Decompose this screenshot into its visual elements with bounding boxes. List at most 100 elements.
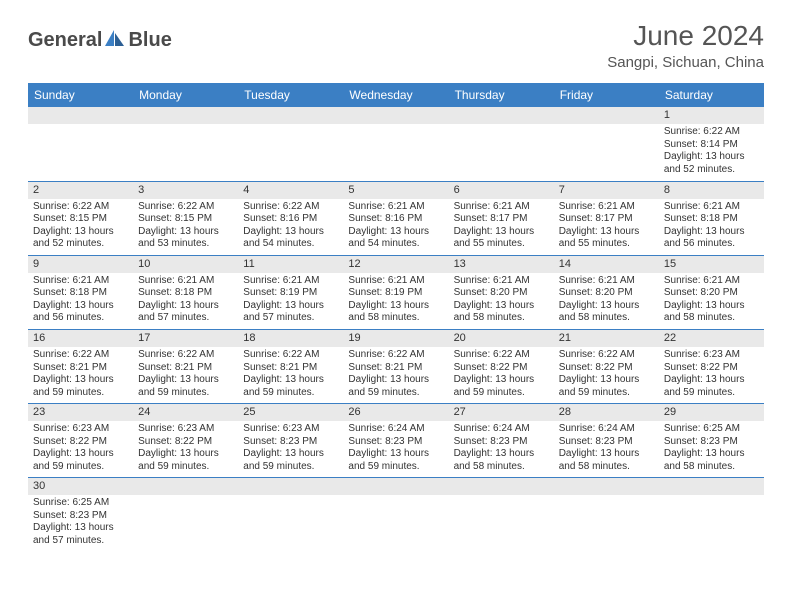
day-cell (238, 107, 343, 181)
sunset-text: Sunset: 8:23 PM (33, 510, 128, 523)
sunrise-text: Sunrise: 6:21 AM (348, 275, 443, 288)
sunset-text: Sunset: 8:23 PM (243, 436, 338, 449)
day-details: Sunrise: 6:21 AMSunset: 8:19 PMDaylight:… (238, 273, 343, 329)
sunset-text: Sunset: 8:17 PM (559, 213, 654, 226)
sunrise-text: Sunrise: 6:23 AM (664, 349, 759, 362)
day-cell (238, 478, 343, 552)
day-cell: 25Sunrise: 6:23 AMSunset: 8:23 PMDayligh… (238, 404, 343, 478)
daylight-text: Daylight: 13 hours and 55 minutes. (559, 226, 654, 251)
month-title: June 2024 (607, 20, 764, 52)
brand-text-1: General (28, 29, 102, 52)
day-number-bar (343, 107, 448, 124)
day-details: Sunrise: 6:21 AMSunset: 8:18 PMDaylight:… (133, 273, 238, 329)
day-number-bar (343, 478, 448, 495)
day-number: 24 (133, 404, 238, 421)
sunrise-text: Sunrise: 6:21 AM (454, 201, 549, 214)
day-details: Sunrise: 6:25 AMSunset: 8:23 PMDaylight:… (28, 495, 133, 551)
day-details: Sunrise: 6:22 AMSunset: 8:15 PMDaylight:… (28, 199, 133, 255)
sunset-text: Sunset: 8:18 PM (664, 213, 759, 226)
day-cell (133, 107, 238, 181)
sunrise-text: Sunrise: 6:24 AM (348, 423, 443, 436)
sunset-text: Sunset: 8:21 PM (33, 362, 128, 375)
sail-icon (104, 28, 126, 53)
day-number: 27 (449, 404, 554, 421)
day-header: Thursday (449, 83, 554, 107)
sunrise-text: Sunrise: 6:21 AM (138, 275, 233, 288)
sunset-text: Sunset: 8:21 PM (138, 362, 233, 375)
week-row: 23Sunrise: 6:23 AMSunset: 8:22 PMDayligh… (28, 404, 764, 478)
day-number: 15 (659, 256, 764, 273)
day-number: 14 (554, 256, 659, 273)
day-cell: 29Sunrise: 6:25 AMSunset: 8:23 PMDayligh… (659, 404, 764, 478)
sunrise-text: Sunrise: 6:22 AM (33, 201, 128, 214)
day-number-bar (659, 478, 764, 495)
day-cell: 4Sunrise: 6:22 AMSunset: 8:16 PMDaylight… (238, 181, 343, 255)
day-cell: 24Sunrise: 6:23 AMSunset: 8:22 PMDayligh… (133, 404, 238, 478)
calendar-table: Sunday Monday Tuesday Wednesday Thursday… (28, 83, 764, 552)
sunrise-text: Sunrise: 6:22 AM (243, 349, 338, 362)
day-cell (133, 478, 238, 552)
sunrise-text: Sunrise: 6:23 AM (243, 423, 338, 436)
day-header: Monday (133, 83, 238, 107)
sunset-text: Sunset: 8:20 PM (559, 287, 654, 300)
sunset-text: Sunset: 8:23 PM (559, 436, 654, 449)
day-details: Sunrise: 6:22 AMSunset: 8:22 PMDaylight:… (449, 347, 554, 403)
sunset-text: Sunset: 8:22 PM (138, 436, 233, 449)
day-cell: 3Sunrise: 6:22 AMSunset: 8:15 PMDaylight… (133, 181, 238, 255)
daylight-text: Daylight: 13 hours and 58 minutes. (454, 448, 549, 473)
sunset-text: Sunset: 8:23 PM (664, 436, 759, 449)
day-number: 23 (28, 404, 133, 421)
daylight-text: Daylight: 13 hours and 56 minutes. (33, 300, 128, 325)
day-details: Sunrise: 6:22 AMSunset: 8:15 PMDaylight:… (133, 199, 238, 255)
daylight-text: Daylight: 13 hours and 59 minutes. (33, 374, 128, 399)
day-details: Sunrise: 6:21 AMSunset: 8:19 PMDaylight:… (343, 273, 448, 329)
day-number: 17 (133, 330, 238, 347)
day-cell (554, 478, 659, 552)
day-details: Sunrise: 6:22 AMSunset: 8:21 PMDaylight:… (343, 347, 448, 403)
day-number: 21 (554, 330, 659, 347)
day-number: 22 (659, 330, 764, 347)
daylight-text: Daylight: 13 hours and 59 minutes. (243, 374, 338, 399)
sunset-text: Sunset: 8:15 PM (138, 213, 233, 226)
sunrise-text: Sunrise: 6:21 AM (559, 275, 654, 288)
day-cell: 10Sunrise: 6:21 AMSunset: 8:18 PMDayligh… (133, 255, 238, 329)
day-number: 13 (449, 256, 554, 273)
daylight-text: Daylight: 13 hours and 57 minutes. (138, 300, 233, 325)
day-number: 28 (554, 404, 659, 421)
day-header: Sunday (28, 83, 133, 107)
day-header-row: Sunday Monday Tuesday Wednesday Thursday… (28, 83, 764, 107)
daylight-text: Daylight: 13 hours and 58 minutes. (559, 300, 654, 325)
day-details: Sunrise: 6:23 AMSunset: 8:22 PMDaylight:… (659, 347, 764, 403)
location-text: Sangpi, Sichuan, China (607, 54, 764, 71)
day-header: Wednesday (343, 83, 448, 107)
day-number: 3 (133, 182, 238, 199)
daylight-text: Daylight: 13 hours and 59 minutes. (33, 448, 128, 473)
daylight-text: Daylight: 13 hours and 59 minutes. (138, 448, 233, 473)
day-details: Sunrise: 6:21 AMSunset: 8:17 PMDaylight:… (449, 199, 554, 255)
daylight-text: Daylight: 13 hours and 59 minutes. (559, 374, 654, 399)
day-details: Sunrise: 6:23 AMSunset: 8:22 PMDaylight:… (133, 421, 238, 477)
sunrise-text: Sunrise: 6:23 AM (33, 423, 128, 436)
day-details: Sunrise: 6:22 AMSunset: 8:22 PMDaylight:… (554, 347, 659, 403)
daylight-text: Daylight: 13 hours and 52 minutes. (664, 151, 759, 176)
day-details: Sunrise: 6:24 AMSunset: 8:23 PMDaylight:… (449, 421, 554, 477)
day-number: 26 (343, 404, 448, 421)
day-details: Sunrise: 6:21 AMSunset: 8:20 PMDaylight:… (554, 273, 659, 329)
day-number: 25 (238, 404, 343, 421)
day-details: Sunrise: 6:22 AMSunset: 8:14 PMDaylight:… (659, 124, 764, 180)
sunset-text: Sunset: 8:21 PM (243, 362, 338, 375)
sunrise-text: Sunrise: 6:23 AM (138, 423, 233, 436)
day-number-bar (449, 478, 554, 495)
day-details: Sunrise: 6:21 AMSunset: 8:18 PMDaylight:… (28, 273, 133, 329)
day-cell: 18Sunrise: 6:22 AMSunset: 8:21 PMDayligh… (238, 329, 343, 403)
sunrise-text: Sunrise: 6:22 AM (138, 349, 233, 362)
day-cell: 27Sunrise: 6:24 AMSunset: 8:23 PMDayligh… (449, 404, 554, 478)
daylight-text: Daylight: 13 hours and 56 minutes. (664, 226, 759, 251)
day-number-bar (449, 107, 554, 124)
day-number: 16 (28, 330, 133, 347)
sunset-text: Sunset: 8:22 PM (33, 436, 128, 449)
day-details: Sunrise: 6:23 AMSunset: 8:22 PMDaylight:… (28, 421, 133, 477)
sunrise-text: Sunrise: 6:21 AM (243, 275, 338, 288)
sunset-text: Sunset: 8:22 PM (664, 362, 759, 375)
daylight-text: Daylight: 13 hours and 57 minutes. (33, 522, 128, 547)
